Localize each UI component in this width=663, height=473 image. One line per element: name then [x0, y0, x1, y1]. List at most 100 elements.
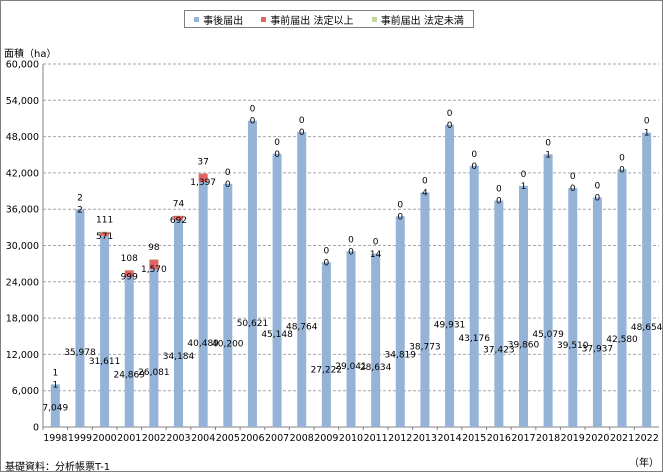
x-tick-label: 2014 — [437, 433, 461, 444]
bar-segment-0 — [199, 182, 208, 427]
bar-segment-0 — [420, 192, 429, 427]
y-tick-label: 42,000 — [6, 168, 39, 179]
data-label-pre-above: 571 — [96, 232, 113, 242]
data-label-pre-above: 692 — [170, 216, 187, 226]
data-label-post: 38,773 — [409, 343, 441, 353]
data-label-pre-below: 0 — [225, 168, 231, 178]
data-label-pre-below: 0 — [274, 138, 280, 148]
bar-segment-0 — [445, 125, 454, 427]
x-tick-label: 2005 — [216, 433, 240, 444]
data-label-pre-below: 0 — [299, 116, 305, 126]
data-label-pre-above: 0 — [447, 121, 453, 131]
data-label-pre-below: 108 — [121, 254, 138, 264]
data-label-pre-above: 1 — [52, 380, 58, 390]
bar-segment-0 — [273, 154, 282, 427]
x-tick-label: 2021 — [610, 433, 634, 444]
bar-segment-0 — [470, 166, 479, 427]
data-label-pre-below: 74 — [173, 200, 185, 210]
y-tick-label: 24,000 — [6, 277, 39, 288]
data-label-post: 48,654 — [631, 323, 662, 333]
data-label-pre-above: 0 — [496, 197, 502, 207]
y-tick-label: 0 — [33, 423, 39, 434]
data-label-pre-above: 0 — [250, 117, 256, 127]
data-label-pre-above: 1 — [545, 150, 551, 160]
data-label-post: 39,860 — [508, 340, 540, 350]
data-label-pre-above: 0 — [570, 184, 576, 194]
data-label-pre-above: 0 — [299, 128, 305, 138]
data-label-pre-below: 0 — [521, 170, 527, 180]
bar-segment-2 — [125, 270, 134, 271]
data-label-pre-below: 0 — [570, 172, 576, 182]
x-tick-label: 2015 — [462, 433, 486, 444]
data-label-pre-above: 1,570 — [141, 265, 167, 275]
x-tick-label: 2018 — [536, 433, 560, 444]
y-tick-label: 6,000 — [12, 386, 39, 397]
bar-segment-0 — [618, 169, 627, 427]
bar-segment-0 — [149, 269, 158, 427]
bar-segment-0 — [322, 262, 331, 427]
data-label-pre-below: 0 — [545, 138, 551, 148]
data-label-pre-below: 0 — [397, 200, 403, 210]
bar-segment-0 — [642, 133, 651, 427]
x-tick-label: 2006 — [240, 433, 264, 444]
data-label-post: 37,937 — [582, 344, 614, 354]
data-label-pre-above: 0 — [348, 247, 354, 257]
data-label-pre-above: 0 — [397, 212, 403, 222]
data-label-pre-above: 1 — [644, 129, 650, 139]
data-label-pre-above: 1,397 — [190, 178, 216, 188]
x-axis-label: （年） — [629, 454, 659, 469]
x-tick-label: 2012 — [388, 433, 412, 444]
data-label-post: 34,184 — [163, 352, 195, 362]
data-label-pre-below: 0 — [644, 117, 650, 127]
y-tick-label: 54,000 — [6, 96, 39, 107]
data-label-pre-below: 0 — [348, 235, 354, 245]
bar-segment-0 — [593, 197, 602, 427]
y-tick-label: 48,000 — [6, 132, 39, 143]
bar-segment-0 — [125, 277, 134, 427]
data-label-pre-above: 999 — [121, 273, 138, 283]
data-label-post: 45,079 — [532, 330, 564, 340]
data-label-pre-above: 2 — [77, 205, 83, 215]
data-label-pre-below: 0 — [595, 181, 601, 191]
x-tick-label: 1998 — [43, 433, 67, 444]
data-label-post: 42,580 — [606, 335, 638, 345]
data-label-pre-below: 111 — [96, 216, 113, 226]
data-label-pre-below: 0 — [496, 185, 502, 195]
data-label-pre-below: 2 — [77, 193, 83, 203]
data-label-post: 43,176 — [458, 334, 490, 344]
data-label-post: 50,621 — [237, 319, 269, 329]
data-label-pre-above: 0 — [595, 193, 601, 203]
y-tick-label: 12,000 — [6, 350, 39, 361]
bar-segment-0 — [396, 216, 405, 427]
data-label-pre-above: 0 — [274, 150, 280, 160]
bar-segment-0 — [297, 132, 306, 427]
y-tick-label: 30,000 — [6, 241, 39, 252]
y-tick-label: 60,000 — [6, 60, 39, 71]
x-tick-label: 2017 — [511, 433, 535, 444]
x-tick-label: 2022 — [635, 433, 659, 444]
data-label-pre-above: 0 — [323, 258, 329, 268]
bar-segment-0 — [347, 251, 356, 427]
data-label-pre-below: 0 — [422, 176, 428, 186]
bar-segment-0 — [494, 201, 503, 427]
bar-segment-0 — [371, 254, 380, 427]
data-label-pre-below: 0 — [447, 109, 453, 119]
x-tick-label: 1999 — [68, 433, 92, 444]
x-tick-label: 2010 — [339, 433, 363, 444]
x-tick-label: 2016 — [487, 433, 511, 444]
data-label-pre-below: 0 — [323, 246, 329, 256]
data-label-post: 7,049 — [42, 403, 68, 413]
x-tick-label: 2007 — [265, 433, 289, 444]
data-label-pre-below: 37 — [197, 157, 208, 167]
data-label-pre-below: 0 — [373, 238, 379, 248]
data-label-post: 28,634 — [360, 363, 392, 373]
bar-segment-0 — [568, 188, 577, 427]
x-tick-label: 2011 — [364, 433, 388, 444]
x-tick-label: 2019 — [561, 433, 585, 444]
data-label-pre-above: 0 — [619, 165, 625, 175]
x-tick-label: 2009 — [314, 433, 338, 444]
data-label-pre-below: 0 — [619, 153, 625, 163]
data-label-post: 49,931 — [434, 320, 466, 330]
data-label-pre-below: 1 — [52, 368, 58, 378]
